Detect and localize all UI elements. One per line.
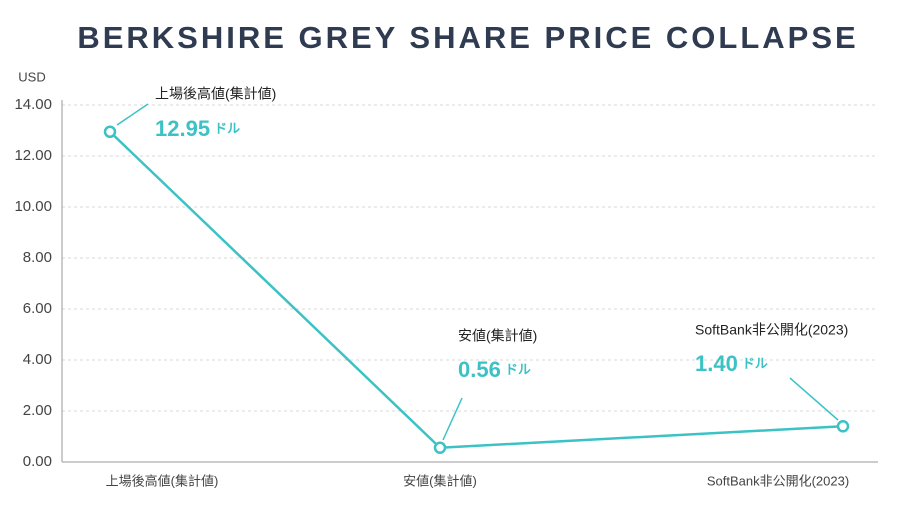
y-tick-label: 4.00 [23,351,52,368]
data-point [103,125,117,139]
y-tick-label: 8.00 [23,249,52,266]
x-tick-label: SoftBank非公開化(2023) [707,473,849,488]
annotation-value: 12.95 ドル [155,116,240,141]
data-line [109,130,844,449]
annotation-label: 安値(集計値) [458,328,537,344]
value-unit: ドル [214,121,240,136]
annotation-value: 0.56 ドル [458,357,531,382]
y-tick-label: 14.00 [14,96,52,113]
data-point [836,420,850,433]
value-unit: ドル [742,356,768,371]
y-tick-label: 6.00 [23,300,52,317]
leader-line [442,397,463,441]
value-label: 1.40 [695,351,738,376]
annotation-label: 上場後高値(集計値) [155,86,276,102]
y-tick-label: 0.00 [23,453,52,470]
y-tick-label: 12.00 [14,147,52,164]
value-label: 12.95 [155,116,210,141]
y-tick-label: 10.00 [14,198,52,215]
y-tick-label: 2.00 [23,402,52,419]
x-tick-label: 安値(集計値) [403,473,477,488]
value-unit: ドル [505,362,531,377]
leader-line [116,103,149,126]
data-point [433,441,447,454]
x-tick-label: 上場後高値(集計値) [106,473,219,488]
annotation-value: 1.40 ドル [695,351,768,376]
chart-title: BERKSHIRE GREY SHARE PRICE COLLAPSE [77,20,858,55]
annotation-label: SoftBank非公開化(2023) [695,322,848,338]
leader-line [789,377,839,421]
value-label: 0.56 [458,357,501,382]
y-axis-label: USD [18,69,45,84]
